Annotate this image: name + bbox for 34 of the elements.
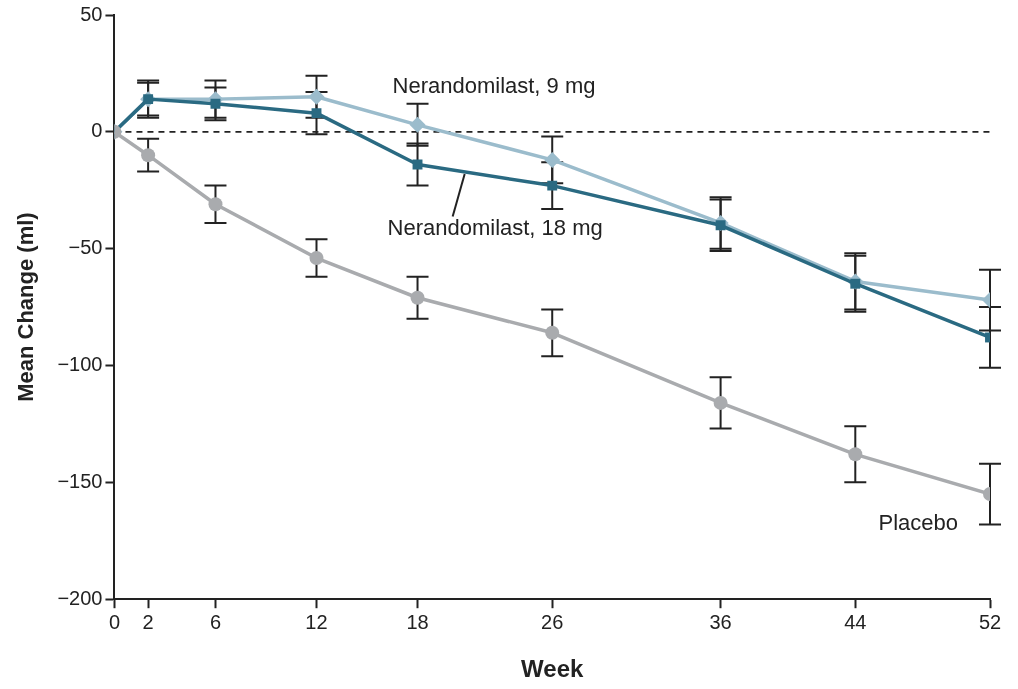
point bbox=[308, 88, 325, 105]
y-tick-label: 0 bbox=[91, 119, 103, 142]
point bbox=[410, 290, 425, 305]
y-tick-label: 50 bbox=[80, 2, 103, 25]
series-label: Nerandomilast, 9 mg bbox=[392, 72, 596, 98]
point bbox=[409, 116, 426, 133]
point bbox=[713, 395, 728, 410]
x-tick-label: 44 bbox=[844, 610, 867, 633]
x-tick-label: 36 bbox=[709, 610, 732, 633]
y-tick-label: −100 bbox=[57, 353, 103, 376]
y-tick-label: −50 bbox=[68, 236, 103, 259]
x-tick-label: 2 bbox=[142, 610, 154, 633]
series-label: Nerandomilast, 18 mg bbox=[387, 214, 603, 240]
point bbox=[141, 148, 156, 163]
point bbox=[210, 98, 221, 109]
x-tick-label: 26 bbox=[541, 610, 564, 633]
point bbox=[208, 197, 223, 212]
y-tick-label: −200 bbox=[57, 586, 103, 609]
point bbox=[544, 151, 561, 168]
y-axis-title: Mean Change (ml) bbox=[13, 212, 39, 402]
point bbox=[547, 180, 558, 191]
x-tick-label: 6 bbox=[209, 610, 222, 633]
x-tick-label: 18 bbox=[406, 610, 429, 633]
point bbox=[412, 159, 423, 170]
point bbox=[545, 325, 560, 340]
x-tick-label: 12 bbox=[305, 610, 328, 633]
series-label: Placebo bbox=[878, 510, 958, 536]
y-tick-label: −150 bbox=[57, 469, 103, 492]
x-tick-label: 52 bbox=[978, 610, 1002, 633]
point bbox=[311, 108, 322, 119]
point bbox=[848, 447, 863, 462]
x-axis-title: Week bbox=[521, 655, 585, 683]
x-tick-label: 0 bbox=[108, 610, 121, 633]
point bbox=[309, 251, 324, 266]
